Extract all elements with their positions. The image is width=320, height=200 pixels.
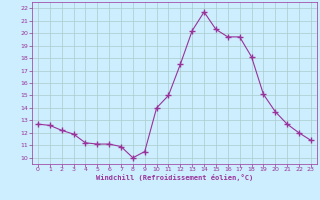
X-axis label: Windchill (Refroidissement éolien,°C): Windchill (Refroidissement éolien,°C) [96, 174, 253, 181]
